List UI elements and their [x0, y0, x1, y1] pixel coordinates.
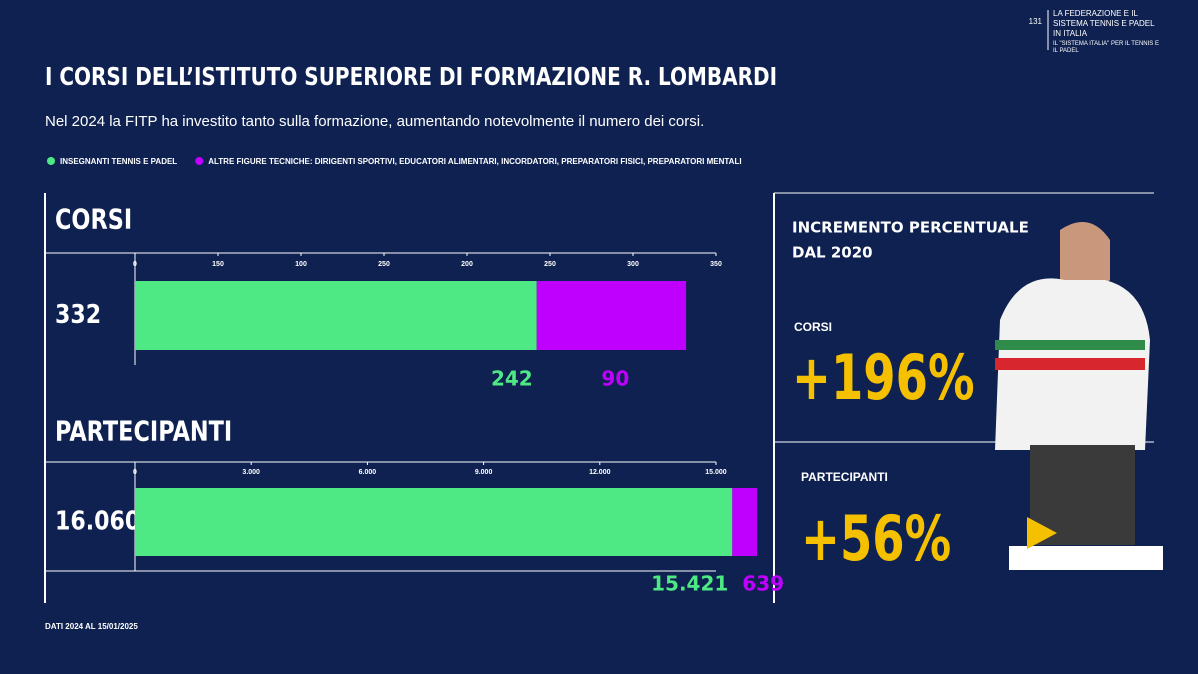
panel-value: +56% [801, 502, 951, 574]
bar-segment [135, 281, 537, 350]
x-tick-label: 150 [212, 261, 224, 268]
photo-head [1060, 222, 1110, 293]
legend-label: INSEGNANTI TENNIS E PADEL [60, 157, 177, 166]
x-tick-label: 6.000 [359, 469, 377, 476]
bar-segment [135, 488, 733, 556]
play-icon [1027, 517, 1057, 549]
x-tick-label: 3.000 [242, 469, 260, 476]
x-tick-label: 9.000 [475, 469, 493, 476]
x-tick-label: 15.000 [705, 469, 727, 476]
x-tick-label: 12.000 [589, 469, 611, 476]
panel-value: +196% [792, 341, 975, 413]
value-label: 15.421 [651, 572, 728, 596]
x-tick-label: 0 [133, 261, 137, 268]
value-label: 90 [601, 367, 629, 391]
legend-dot [47, 157, 55, 165]
total-label: 332 [55, 299, 101, 329]
chart-title: PARTECIPANTI [55, 414, 232, 447]
photo-caption-box [1009, 546, 1163, 570]
x-tick-label: 100 [295, 261, 307, 268]
chart-title: CORSI [55, 202, 132, 235]
subtitle: Nel 2024 la FITP ha investito tanto sull… [45, 113, 704, 130]
x-tick-label: 200 [461, 261, 473, 268]
bar-segment [732, 488, 758, 556]
page-number: 131 [1029, 17, 1043, 26]
legend-label: ALTRE FIGURE TECNICHE: DIRIGENTI SPORTIV… [208, 157, 741, 166]
header-text: LA FEDERAZIONE E IL SISTEMA TENNIS E PAD… [1053, 9, 1159, 53]
x-tick-label: 250 [378, 261, 390, 268]
header-subsection: IL "SISTEMA ITALIA" PER IL TENNIS E IL P… [1053, 41, 1159, 53]
panel-heading: INCREMENTO PERCENTUALE [792, 219, 1029, 237]
x-tick-label: 300 [627, 261, 639, 268]
x-tick-label: 350 [710, 261, 722, 268]
photo-stripe [995, 358, 1145, 370]
photo [995, 222, 1163, 570]
footer: DATI 2024 AL 15/01/2025 [45, 622, 138, 631]
x-tick-label: 0 [133, 469, 137, 476]
x-tick-label: 250 [544, 261, 556, 268]
total-label: 16.060 [55, 506, 140, 536]
value-label: 242 [491, 367, 533, 391]
photo-stripe [995, 340, 1145, 350]
legend-dot [195, 157, 204, 165]
value-label: 639 [742, 572, 784, 596]
header-section: LA FEDERAZIONE E IL SISTEMA TENNIS E PAD… [1053, 9, 1155, 38]
panel-label: PARTECIPANTI [801, 470, 888, 484]
bar-segment [536, 281, 687, 350]
title: I CORSI DELL’ISTITUTO SUPERIORE DI FORMA… [45, 63, 777, 92]
panel-heading: DAL 2020 [792, 244, 873, 262]
panel-label: CORSI [794, 320, 832, 334]
